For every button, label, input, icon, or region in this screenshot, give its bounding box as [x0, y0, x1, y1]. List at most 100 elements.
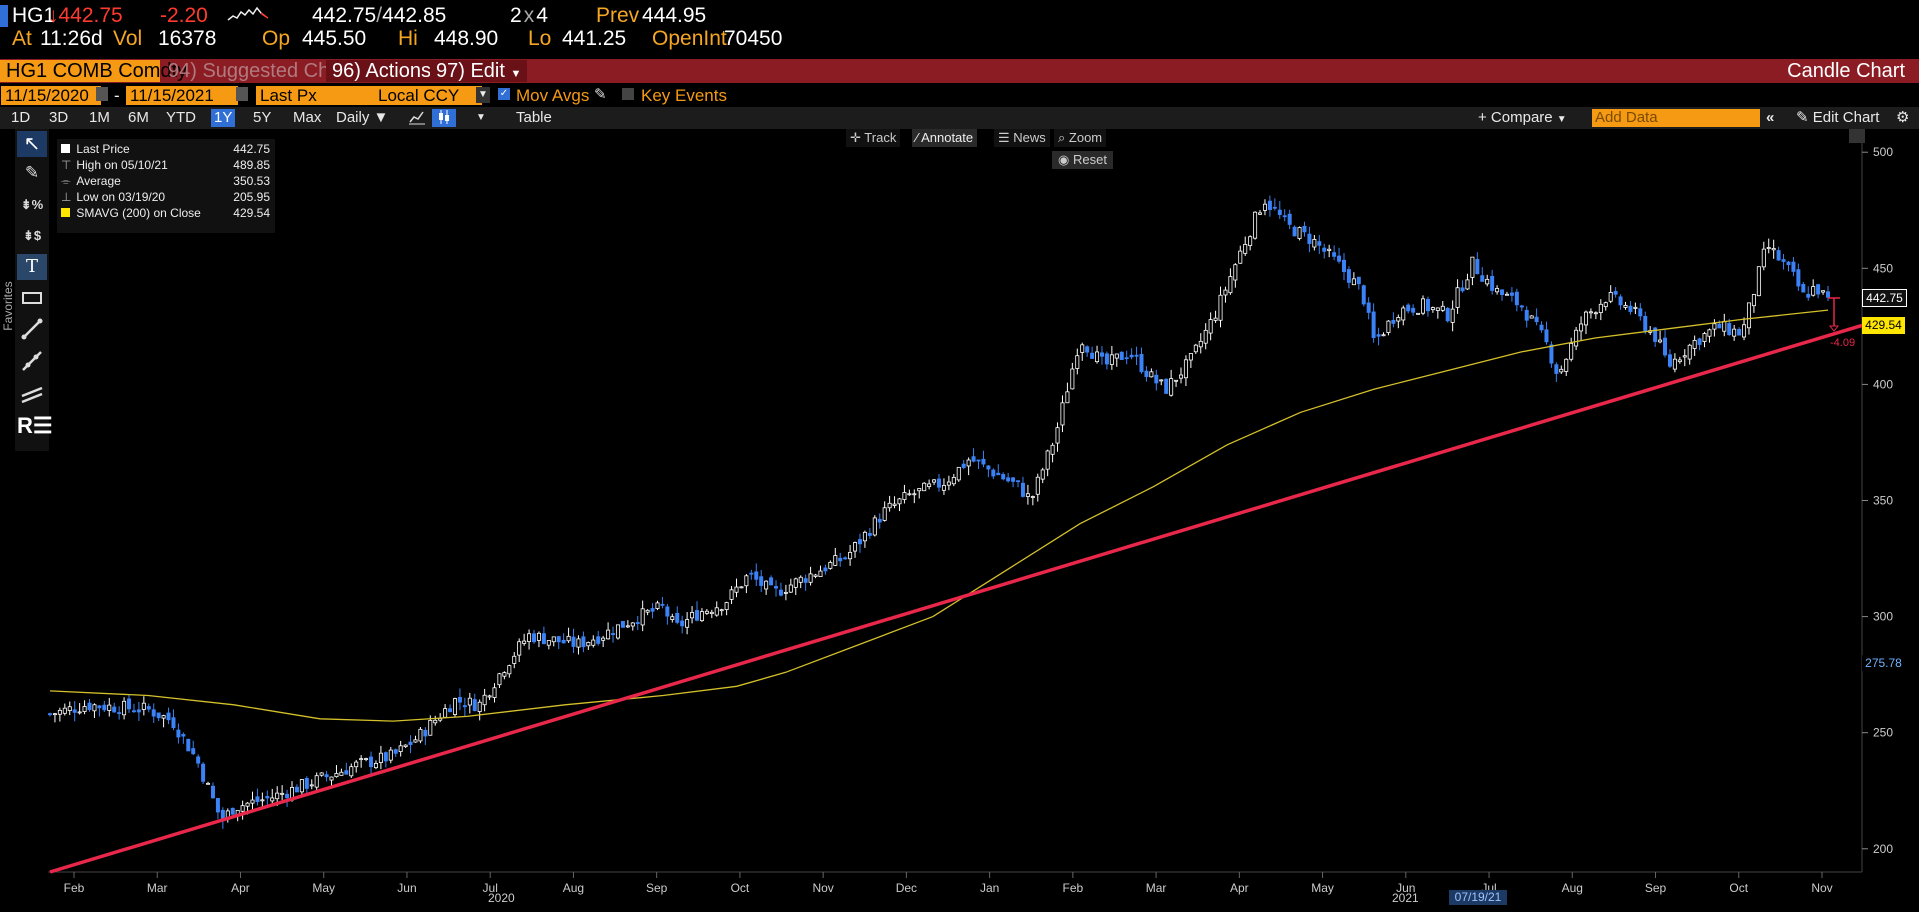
range-3d[interactable]: 3D: [49, 109, 69, 126]
candle-body: [1277, 209, 1282, 215]
compare-button[interactable]: + Compare ▼: [1478, 109, 1567, 127]
range-6m[interactable]: 6M: [128, 109, 149, 126]
candle-body: [1544, 329, 1549, 343]
range-max[interactable]: Max: [293, 109, 322, 126]
x-tick-label: Feb: [1063, 881, 1084, 895]
mov-avgs-label[interactable]: Mov Avgs: [516, 86, 590, 105]
start-date-field[interactable]: 11/15/2020: [1, 86, 101, 105]
candle-body: [1781, 259, 1786, 262]
suggested-charts-button[interactable]: 94) Suggested Charts: [168, 60, 363, 82]
collapse-icon[interactable]: «: [1766, 109, 1775, 126]
hi-value: 448.90: [434, 27, 499, 50]
candle-body: [1055, 427, 1060, 444]
candle-body: [1302, 225, 1307, 233]
currency-selector[interactable]: Local CCY: [374, 86, 482, 105]
candle-chart-icon[interactable]: [432, 109, 456, 127]
legend-value: 442.75: [233, 142, 270, 156]
axis-menu-icon[interactable]: [1849, 129, 1865, 143]
zoom-label: Zoom: [1068, 130, 1103, 145]
op-value: 445.50: [302, 27, 367, 50]
candle-body: [892, 503, 897, 506]
candle-body: [571, 636, 576, 647]
candle-body: [1223, 289, 1228, 296]
candle-body: [299, 779, 304, 793]
price-tool-icon[interactable]: ⇟$: [22, 228, 42, 243]
reset-button[interactable]: ◉ Reset: [1052, 151, 1113, 169]
end-date-field[interactable]: 11/15/2021: [126, 86, 238, 105]
candle-body: [1149, 371, 1154, 378]
trend-tool-icon[interactable]: [17, 349, 47, 375]
range-ytd[interactable]: YTD: [166, 109, 196, 126]
candle-body: [191, 748, 196, 755]
favorites-tab[interactable]: Favorites: [1, 281, 15, 331]
table-button[interactable]: Table: [516, 109, 552, 126]
candle-body: [729, 589, 734, 600]
bid-ask-separator: /: [376, 4, 383, 27]
candle-body: [1011, 477, 1016, 482]
candle-body: [1554, 364, 1559, 374]
zoom-button[interactable]: ⌕ Zoom: [1054, 129, 1107, 147]
chevron-down-icon[interactable]: ▼: [476, 87, 490, 103]
candle-body: [1549, 344, 1554, 364]
candle-body: [462, 705, 467, 708]
candle-body: [210, 785, 215, 799]
range-1m[interactable]: 1M: [89, 109, 110, 126]
chart-area[interactable]: 200 250 300 350 400 450 500 Feb Mar Apr May Jun Jul…: [0, 129, 1919, 912]
trendline[interactable]: [49, 323, 1863, 874]
x-tick-label: Apr: [1230, 881, 1249, 895]
legend-value: 205.95: [233, 190, 270, 204]
candle-body: [433, 719, 438, 724]
candle-body: [1095, 351, 1100, 363]
menu-bar: HG1 COMB Comdty 94) Suggested Charts 96)…: [0, 59, 1919, 83]
candle-body: [344, 770, 349, 775]
ticker[interactable]: HG1: [12, 4, 56, 27]
calendar-icon[interactable]: [96, 87, 108, 101]
pointer-tool-icon[interactable]: ↖: [17, 131, 47, 157]
add-data-input[interactable]: Add Data: [1592, 109, 1760, 127]
candle-body: [1524, 309, 1529, 321]
field-selector[interactable]: Last Px: [256, 86, 374, 105]
edit-chart-button[interactable]: ✎ Edit Chart: [1796, 109, 1879, 127]
text-tool-icon[interactable]: T: [17, 254, 47, 280]
x-tick-label: Jan: [980, 881, 999, 895]
range-1d[interactable]: 1D: [11, 109, 31, 126]
pen-tool-icon[interactable]: ✎: [24, 163, 40, 182]
x-tick-label: Jun: [1396, 881, 1415, 895]
security-field[interactable]: HG1 COMB Comdty: [0, 60, 187, 82]
track-button[interactable]: ✛ Track: [846, 129, 901, 147]
research-tool-icon[interactable]: R☰: [17, 413, 53, 438]
candle-body: [52, 713, 57, 716]
y-axis-ticks: 200 250 300 350 400 450 500: [1862, 145, 1893, 856]
actions-menu[interactable]: 96) Actions ▼: [326, 60, 454, 82]
candle-body: [151, 709, 156, 717]
candle-body: [487, 695, 492, 698]
key-events-label[interactable]: Key Events: [641, 86, 727, 105]
candle-body: [1593, 312, 1598, 315]
percent-tool-icon[interactable]: ⇟%: [20, 197, 44, 212]
edit-menu[interactable]: 97) Edit ▼: [430, 60, 528, 82]
range-1y[interactable]: 1Y: [211, 109, 236, 127]
candle-body: [1480, 275, 1485, 282]
news-button[interactable]: ☰ News: [994, 129, 1050, 147]
annotate-button[interactable]: ∕ Annotate: [912, 129, 978, 147]
y-tick-label: 400: [1873, 377, 1893, 391]
mov-avgs-checkbox[interactable]: ✓: [498, 88, 510, 100]
candle-body: [1559, 368, 1564, 373]
calendar-icon[interactable]: [236, 87, 248, 101]
gear-icon[interactable]: ⚙: [1896, 109, 1910, 126]
candle-body: [1371, 311, 1376, 339]
range-5y[interactable]: 5Y: [253, 109, 272, 126]
pencil-icon[interactable]: ✎: [594, 86, 607, 103]
chevron-down-icon[interactable]: ▼: [476, 112, 486, 123]
candle-body: [1327, 248, 1332, 251]
candle-chart[interactable]: 200 250 300 350 400 450 500 Feb Mar Apr May Jun Jul…: [0, 129, 1919, 912]
candle-body: [694, 610, 699, 621]
line-chart-icon[interactable]: [408, 109, 426, 127]
key-events-checkbox[interactable]: [622, 88, 634, 100]
rectangle-tool-icon[interactable]: [17, 285, 47, 311]
candle-body: [67, 706, 72, 711]
frequency-selector[interactable]: Daily ▼: [336, 109, 388, 127]
candle-body: [1643, 316, 1648, 332]
channel-tool-icon[interactable]: [17, 381, 47, 407]
line-tool-icon[interactable]: [17, 317, 47, 343]
